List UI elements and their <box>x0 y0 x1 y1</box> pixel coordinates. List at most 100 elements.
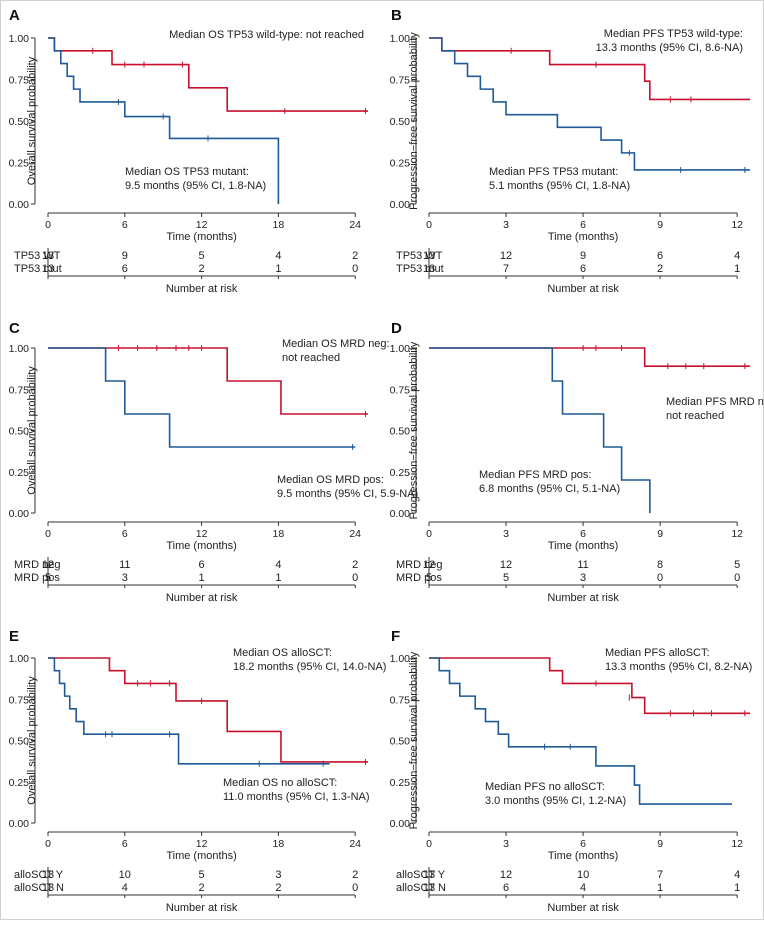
y-tick-label: 0.00 <box>9 818 30 830</box>
risk-value: 11 <box>577 559 588 571</box>
median-annotation: Median OS alloSCT: <box>233 647 332 659</box>
y-tick-label: 0.50 <box>9 116 30 128</box>
median-annotation: not reached <box>282 352 340 364</box>
x-tick-label: 3 <box>503 838 509 850</box>
km-curve-red <box>48 657 368 763</box>
y-axis-title: Progression−free survival probability <box>408 651 420 829</box>
risk-value: 0 <box>734 572 740 584</box>
x-tick-label: 6 <box>122 219 128 231</box>
median-annotation: Median PFS alloSCT: <box>605 647 710 659</box>
risk-value: 4 <box>275 250 281 262</box>
y-tick-label: 0.50 <box>9 736 30 748</box>
y-tick-label: 0.00 <box>390 508 411 520</box>
y-tick-label: 0.50 <box>390 736 411 748</box>
y-tick-label: 1.00 <box>390 343 411 355</box>
risk-value: 13 <box>423 263 435 275</box>
risk-value: 12 <box>500 559 512 571</box>
risk-value: 12 <box>423 559 435 571</box>
x-tick-label: 18 <box>273 528 285 540</box>
risk-value: 2 <box>352 250 358 262</box>
x-tick-label: 0 <box>45 219 51 231</box>
risk-value: 11 <box>119 559 130 571</box>
risk-value: 1 <box>275 572 281 584</box>
median-annotation: 9.5 months (95% CI, 5.9-NA) <box>277 488 418 500</box>
x-axis-title: Time (months) <box>548 231 619 243</box>
risk-row-label: TP53 mut <box>396 263 444 275</box>
risk-value: 3 <box>580 572 586 584</box>
median-annotation: Median PFS no alloSCT: <box>485 781 605 793</box>
x-tick-label: 0 <box>45 838 51 850</box>
risk-row-label: alloSCT N <box>14 882 64 894</box>
median-annotation: Median PFS MRD neg: <box>666 396 764 408</box>
risk-row-label: TP53 WT <box>14 250 61 262</box>
y-tick-label: 0.00 <box>9 199 30 211</box>
risk-value: 5 <box>199 869 205 881</box>
median-annotation: not reached <box>666 410 724 422</box>
median-annotation: 18.2 months (95% CI, 14.0-NA) <box>233 661 386 673</box>
median-annotation: Median OS TP53 wild-type: not reached <box>169 29 364 41</box>
median-annotation: 11.0 months (95% CI, 1.3-NA) <box>223 791 370 803</box>
risk-value: 5 <box>503 572 509 584</box>
km-panel-a: A 0.00 0.25 0.50 0.75 1.00 Overall survival pr… <box>9 7 368 295</box>
km-curve-red <box>429 657 750 715</box>
x-tick-label: 0 <box>45 528 51 540</box>
risk-value: 13 <box>42 263 54 275</box>
risk-table-title: Number at risk <box>166 283 238 295</box>
y-axis-title: Overall survival probability <box>26 366 38 495</box>
risk-value: 1 <box>734 882 740 894</box>
y-tick-label: 0.75 <box>390 75 411 87</box>
risk-row-label: alloSCT Y <box>14 869 64 881</box>
risk-value: 4 <box>275 559 281 571</box>
risk-value: 2 <box>275 882 281 894</box>
y-axis-title: Overall survival probability <box>26 676 38 805</box>
risk-value: 4 <box>734 250 740 262</box>
risk-value: 5 <box>45 572 51 584</box>
risk-value: 0 <box>657 572 663 584</box>
x-axis-title: Time (months) <box>166 850 237 862</box>
y-tick-label: 0.25 <box>9 467 30 479</box>
risk-row-label: alloSCT Y <box>396 869 446 881</box>
y-tick-label: 0.75 <box>390 384 411 396</box>
km-panel-c: C 0.00 0.25 0.50 0.75 1.00 Overall survival pr… <box>9 320 419 604</box>
median-annotation: Median PFS TP53 wild-type: <box>604 28 743 40</box>
risk-value: 10 <box>119 869 131 881</box>
risk-value: 1 <box>275 263 281 275</box>
risk-value: 13 <box>423 250 435 262</box>
risk-value: 13 <box>42 882 54 894</box>
x-tick-label: 6 <box>580 219 586 231</box>
risk-value: 4 <box>122 882 128 894</box>
risk-value: 12 <box>500 250 512 262</box>
km-curve-blue <box>48 347 356 448</box>
median-annotation: Median OS no alloSCT: <box>223 777 337 789</box>
x-tick-label: 24 <box>349 838 361 850</box>
y-tick-label: 0.00 <box>9 508 30 520</box>
risk-value: 2 <box>199 882 205 894</box>
risk-value: 5 <box>426 572 432 584</box>
median-annotation: Median OS MRD pos: <box>277 474 384 486</box>
median-annotation: 13.3 months (95% CI, 8.6-NA) <box>596 42 743 54</box>
median-annotation: 9.5 months (95% CI, 1.8-NA) <box>125 180 266 192</box>
y-tick-label: 1.00 <box>390 653 411 665</box>
x-tick-label: 24 <box>349 528 361 540</box>
risk-value: 4 <box>734 869 740 881</box>
risk-value: 3 <box>122 572 128 584</box>
panel-label: F <box>391 628 400 645</box>
risk-row-label: TP53 mut <box>14 263 62 275</box>
km-curve-red <box>48 347 368 415</box>
risk-row-label: MRD pos <box>396 572 442 584</box>
risk-value: 6 <box>580 263 586 275</box>
x-tick-label: 18 <box>273 838 285 850</box>
x-tick-label: 12 <box>196 838 208 850</box>
y-tick-label: 0.00 <box>390 818 411 830</box>
risk-value: 0 <box>352 572 358 584</box>
x-tick-label: 12 <box>196 219 208 231</box>
x-axis-title: Time (months) <box>166 540 237 552</box>
y-tick-label: 0.75 <box>9 384 30 396</box>
risk-value: 1 <box>657 882 663 894</box>
x-axis-title: Time (months) <box>548 850 619 862</box>
km-curve-red <box>429 347 750 367</box>
risk-value: 6 <box>199 559 205 571</box>
panel-label: B <box>391 7 402 24</box>
